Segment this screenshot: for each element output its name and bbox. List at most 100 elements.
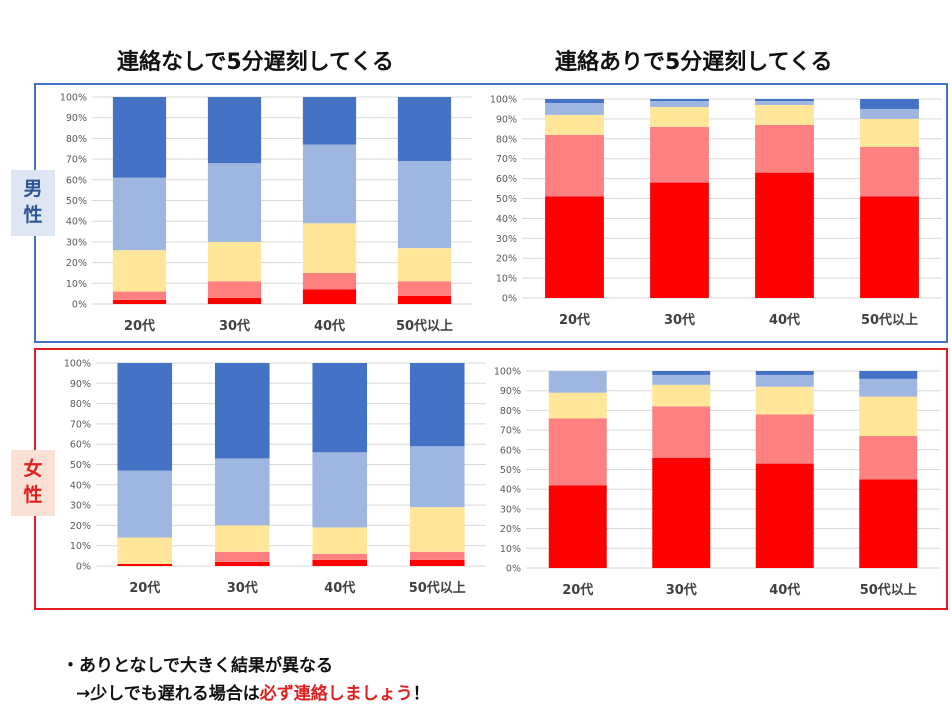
bar-seg-a [545, 196, 604, 298]
bar-seg-e [755, 371, 814, 375]
y-tick-label: 70% [66, 155, 87, 166]
bar-seg-e [112, 97, 167, 178]
title-no-contact: 連絡なしで5分遅刻してくる [117, 50, 394, 75]
x-tick-label: 30代 [664, 312, 695, 328]
bar-seg-e [397, 97, 452, 162]
bar-seg-d [650, 100, 709, 107]
bar-seg-b [545, 134, 604, 197]
bar-seg-c [409, 507, 465, 552]
bar-seg-e [409, 363, 465, 447]
male-label-char-2: 性 [23, 204, 43, 226]
bar-seg-d [859, 378, 918, 397]
bar-seg-e [302, 97, 357, 145]
bar-seg-b [859, 436, 918, 480]
y-tick-label: 30% [496, 234, 517, 245]
y-tick-label: 10% [66, 279, 87, 290]
bar-seg-d [409, 446, 465, 508]
y-tick-label: 20% [66, 258, 87, 269]
y-tick-label: 60% [70, 440, 91, 451]
y-tick-label: 90% [500, 386, 521, 397]
bar-seg-c [397, 248, 452, 282]
y-tick-label: 60% [496, 174, 517, 185]
bar-seg-a [652, 457, 711, 568]
bar-seg-d [548, 371, 607, 393]
bar-seg-b [652, 406, 711, 458]
male-label-char-1: 男 [23, 178, 43, 200]
bar-seg-d [545, 102, 604, 115]
bar-seg-e [545, 99, 604, 103]
bar-seg-d [302, 144, 357, 224]
y-tick-label: 30% [70, 501, 91, 512]
y-tick-label: 20% [70, 521, 91, 532]
x-tick-label: 30代 [219, 318, 250, 334]
bar-seg-e [859, 371, 918, 379]
bar-seg-c [214, 525, 270, 552]
y-tick-label: 0% [72, 300, 87, 311]
title-with-contact: 連絡ありで5分遅刻してくる [555, 50, 833, 75]
x-tick-label: 20代 [562, 582, 593, 598]
bar-seg-d [755, 100, 814, 105]
y-tick-label: 70% [500, 426, 521, 437]
x-tick-label: 20代 [129, 580, 160, 596]
y-tick-label: 70% [496, 154, 517, 165]
bar-seg-e [650, 99, 709, 101]
y-tick-label: 100% [60, 93, 87, 104]
bar-seg-c [859, 396, 918, 437]
note-line-2-emphasis: 必ず連絡しましょう [259, 684, 413, 704]
bar-seg-d [397, 161, 452, 249]
bar-seg-a [755, 172, 814, 298]
bar-seg-a [409, 559, 465, 566]
bar-seg-b [755, 124, 814, 173]
bar-seg-c [117, 537, 173, 564]
bar-seg-b [214, 551, 270, 562]
bar-seg-d [214, 458, 270, 526]
y-tick-label: 50% [66, 196, 87, 207]
y-tick-label: 0% [502, 294, 517, 305]
bar-seg-d [652, 374, 711, 385]
y-tick-label: 80% [496, 134, 517, 145]
bar-seg-a [207, 297, 262, 304]
note-line-2-prefix: →少しでも遅れる場合は [76, 684, 260, 704]
bar-seg-b [397, 281, 452, 296]
y-tick-label: 20% [496, 254, 517, 265]
bar-seg-c [755, 104, 814, 125]
y-tick-label: 30% [500, 504, 521, 515]
bar-seg-d [755, 374, 814, 387]
y-tick-label: 40% [500, 485, 521, 496]
bar-seg-d [312, 452, 368, 528]
bar-seg-e [755, 99, 814, 101]
y-tick-label: 50% [496, 194, 517, 205]
y-tick-label: 60% [66, 175, 87, 186]
bar-seg-a [214, 561, 270, 566]
x-tick-label: 30代 [666, 582, 697, 598]
y-tick-label: 100% [490, 95, 517, 106]
y-tick-label: 70% [70, 419, 91, 430]
bar-seg-a [755, 463, 814, 568]
bar-seg-d [860, 108, 919, 119]
bar-seg-b [409, 551, 465, 560]
bar-seg-c [860, 118, 919, 147]
y-tick-label: 40% [66, 217, 87, 228]
bar-seg-a [397, 295, 452, 304]
y-tick-label: 10% [496, 274, 517, 285]
y-tick-label: 20% [500, 524, 521, 535]
bar-seg-c [650, 106, 709, 127]
bar-seg-d [207, 163, 262, 242]
bar-seg-e [117, 363, 173, 471]
y-tick-label: 40% [496, 214, 517, 225]
bar-seg-c [652, 384, 711, 407]
x-tick-label: 50代以上 [860, 582, 917, 598]
x-tick-label: 50代以上 [409, 580, 466, 596]
bar-seg-c [545, 114, 604, 135]
x-tick-label: 40代 [324, 580, 355, 596]
bar-seg-d [112, 177, 167, 251]
bar-seg-c [112, 250, 167, 292]
bar-seg-e [312, 363, 368, 453]
y-tick-label: 40% [70, 480, 91, 491]
bar-seg-a [548, 485, 607, 568]
x-tick-label: 50代以上 [396, 318, 453, 334]
x-tick-label: 40代 [769, 582, 800, 598]
